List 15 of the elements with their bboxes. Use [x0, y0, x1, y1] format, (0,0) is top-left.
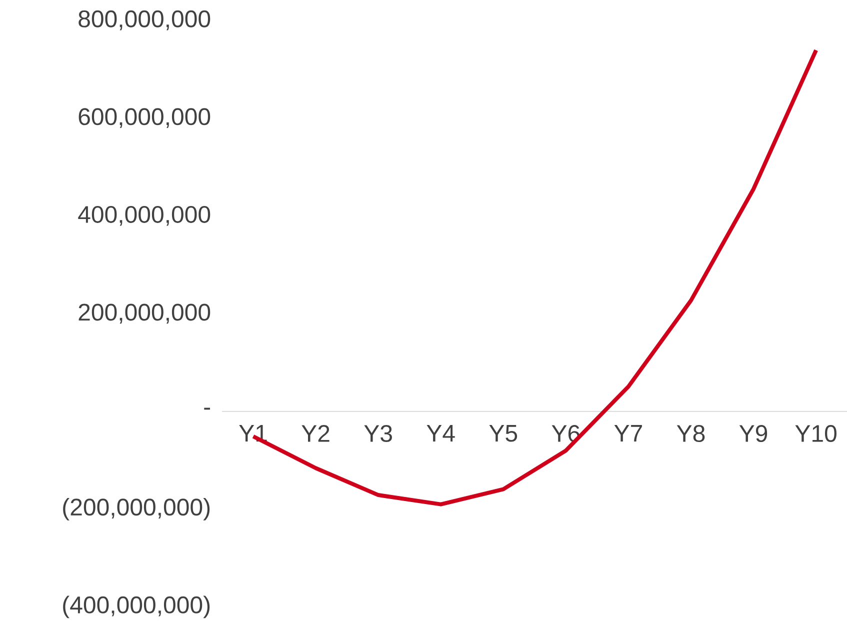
x-tick-label: Y3: [364, 425, 392, 442]
y-tick-label: (400,000,000): [63, 596, 210, 618]
y-tick-label: 600,000,000: [78, 108, 210, 128]
y-tick-label: -: [204, 408, 210, 410]
y-tick-label: 400,000,000: [78, 206, 210, 226]
x-tick-label: Y7: [614, 425, 642, 442]
y-tick-label: (200,000,000): [63, 498, 210, 520]
x-tick-label: Y8: [676, 425, 705, 442]
x-tick-label: Y2: [302, 425, 330, 442]
y-tick-label: 200,000,000: [78, 304, 210, 324]
y-tick-label: 800,000,000: [78, 10, 210, 30]
x-tick-label: Y9: [739, 425, 768, 442]
x-tick-label: Y4: [426, 425, 455, 442]
x-tick-label: Y5: [489, 425, 518, 442]
x-tick-label: Y10: [795, 425, 836, 442]
